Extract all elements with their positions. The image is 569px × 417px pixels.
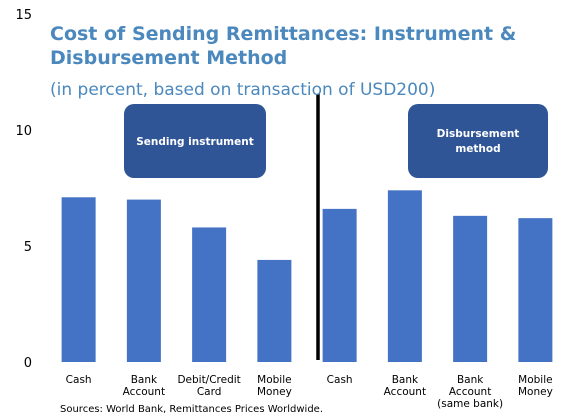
chart-subtitle: (in percent, based on transaction of USD… xyxy=(50,80,435,100)
bar xyxy=(126,199,161,362)
x-tick-label: Bank Account xyxy=(384,374,426,398)
chart-title: Cost of Sending Remittances: Instrument … xyxy=(50,23,516,69)
annotation-box xyxy=(408,104,548,178)
annotation-box xyxy=(124,104,266,178)
x-tick-label: Mobile Money xyxy=(257,374,292,398)
x-tick-label: Bank Account xyxy=(123,374,165,398)
bar xyxy=(453,215,488,362)
bar xyxy=(518,218,553,362)
bar xyxy=(387,190,422,362)
bar xyxy=(192,227,227,362)
x-tick-label: Cash xyxy=(66,374,92,386)
bar xyxy=(61,197,96,362)
x-tick-label: Cash xyxy=(327,374,353,386)
bar xyxy=(257,259,292,362)
source-note: Sources: World Bank, Remittances Prices … xyxy=(60,404,323,415)
y-tick-label: 5 xyxy=(24,240,32,255)
annotation: Sending instrument xyxy=(136,136,253,148)
x-tick-label: Debit/Credit Card xyxy=(177,374,240,398)
y-tick-label: 15 xyxy=(15,8,32,23)
annotation: Disbursement method xyxy=(437,128,520,155)
bar xyxy=(322,208,357,362)
x-tick-label: Mobile Money xyxy=(518,374,553,398)
y-tick-label: 10 xyxy=(15,124,32,139)
y-tick-label: 0 xyxy=(24,356,32,371)
x-tick-label: Bank Account (same bank) xyxy=(437,374,503,410)
